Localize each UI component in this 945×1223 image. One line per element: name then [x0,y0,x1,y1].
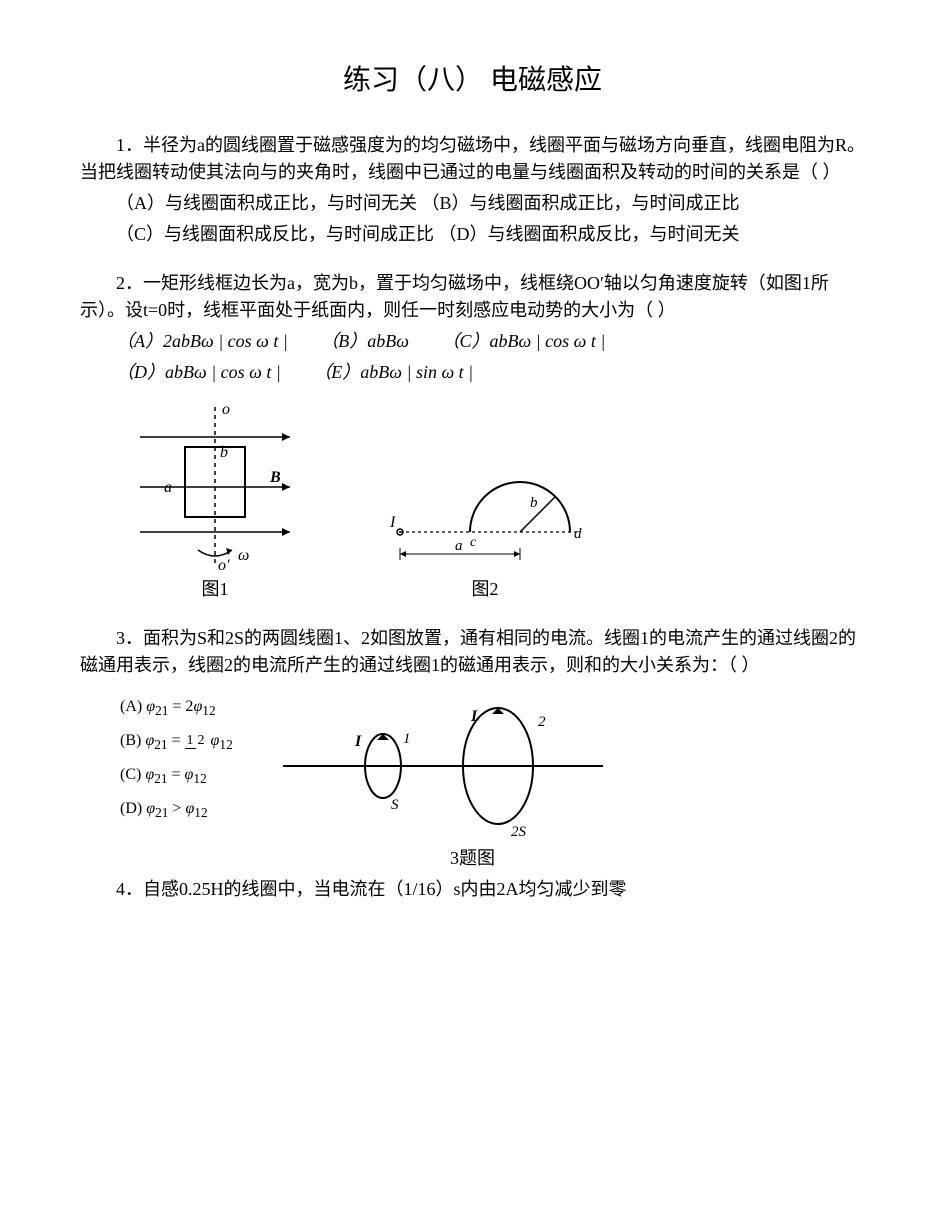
q3a-eq: = 2 [168,698,193,715]
q2-opt-d: （D）abBω | cos ω t | [116,362,281,382]
q3c-s2: 12 [193,771,206,786]
fig1-label-B: B [269,469,281,486]
q3b-eq: = [168,732,185,749]
q3-opt-d: (D) φ21 > φ12 [120,793,233,827]
q1-opt-a: （A）与线圈面积成正比，与时间无关 [116,193,417,213]
q3d-eq: > [168,800,185,817]
q3b-d: 2 [196,733,207,748]
fig1-label-o2: o′ [218,557,230,572]
fig2-label-d: d [574,526,582,542]
q3d-s2: 12 [194,805,207,820]
q1-opt-d: （D）与线圈面积成反比，与时间无关 [439,224,740,244]
fig2-label-I: I [389,514,396,531]
q3b-n: 1 [185,733,196,749]
q3-opt-b: (B) φ21 = 12 φ12 [120,725,233,759]
fig3-label-1: 1 [403,731,411,747]
q1-opt-b: （B）与线圈面积成正比，与时间成正比 [422,193,740,213]
fig3-label-S: S [391,797,399,813]
figure-1: o o′ a b B ω [120,402,310,572]
fig3-label-I1: I [354,733,362,750]
q3b-s1: 21 [154,737,167,752]
figure-3: I 1 S I 2 2S [273,691,613,841]
q2-opt-c: （C）abBω | cos ω t | [442,331,606,351]
q3-opt-c: (C) φ21 = φ12 [120,759,233,793]
q3-options: (A) φ21 = 2φ12 (B) φ21 = 12 φ12 (C) φ21 … [120,691,233,826]
q3b-frac: 12 [185,734,207,748]
q3c-lhs: φ [145,766,154,783]
q3c-eq: = [168,766,185,783]
q2-options-row1: （A）2abBω | cos ω t | （B）abBω （C）abBω | c… [80,328,865,355]
q3b-s2: 12 [219,737,232,752]
q3a-s1: 21 [155,703,168,718]
fig1-label-b: b [220,444,228,461]
q3a-s2: 12 [202,703,215,718]
q3d-lhs: φ [146,800,155,817]
q4-text: 4．自感0.25H的线圈中，当电流在（1/16）s内由2A均匀减少到零 [80,876,865,903]
figure-3-caption: 3题图 [80,845,865,872]
q3b-lhs: φ [145,732,154,749]
q1-opt-c: （C）与线圈面积成反比，与时间成正比 [116,224,434,244]
q3-opt-a: (A) φ21 = 2φ12 [120,691,233,725]
figure-1-block: o o′ a b B ω 图1 [120,402,310,603]
fig2-label-b: b [530,495,538,511]
q3c-s1: 21 [154,771,167,786]
fig3-label-2: 2 [538,714,546,730]
q3a-pre: (A) [120,698,146,715]
q2-opt-e: （E）abBω | sin ω t | [313,362,473,382]
q1-options-row1: （A）与线圈面积成正比，与时间无关 （B）与线圈面积成正比，与时间成正比 [80,190,865,217]
q3d-s1: 21 [155,805,168,820]
q3a-lhs: φ [146,698,155,715]
fig3-label-I2: I [470,708,478,725]
figure-2-caption: 图2 [472,576,499,603]
q3d-pre: (D) [120,800,146,817]
q2-opt-b: （B）abBω [320,331,409,351]
page-title: 练习（八） 电磁感应 [80,60,865,102]
q1-options-row2: （C）与线圈面积成反比，与时间成正比 （D）与线圈面积成反比，与时间无关 [80,221,865,248]
fig3-label-2S: 2S [511,824,527,840]
q3a-rhs: φ [193,698,202,715]
q2-options-row2: （D）abBω | cos ω t | （E）abBω | sin ω t | [80,359,865,386]
fig1-label-o: o [222,402,230,418]
q3-row: (A) φ21 = 2φ12 (B) φ21 = 12 φ12 (C) φ21 … [120,691,865,841]
q1-text: 1．半径为a的圆线圈置于磁感强度为的均匀磁场中，线圈平面与磁场方向垂直，线圈电阻… [80,132,865,186]
q2-text: 2．一矩形线框边长为a，宽为b，置于均匀磁场中，线框绕OO′轴以匀角速度旋转（如… [80,270,865,324]
fig1-label-w: ω [238,547,249,564]
figure-2: I c b d a [370,462,600,572]
figure-row: o o′ a b B ω 图1 I c b d [120,402,865,603]
q3d-rhs: φ [185,800,194,817]
q3-text: 3．面积为S和2S的两圆线圈1、2如图放置，通有相同的电流。线圈1的电流产生的通… [80,625,865,679]
fig2-label-a: a [455,538,463,554]
fig1-label-a: a [164,479,172,496]
figure-3-block: I 1 S I 2 2S [273,691,613,841]
q3c-pre: (C) [120,766,145,783]
fig2-label-c: c [470,535,477,550]
q2-opt-a: （A）2abBω | cos ω t | [116,331,288,351]
figure-1-caption: 图1 [202,576,229,603]
q3b-pre: (B) [120,732,145,749]
figure-2-block: I c b d a 图2 [370,462,600,603]
